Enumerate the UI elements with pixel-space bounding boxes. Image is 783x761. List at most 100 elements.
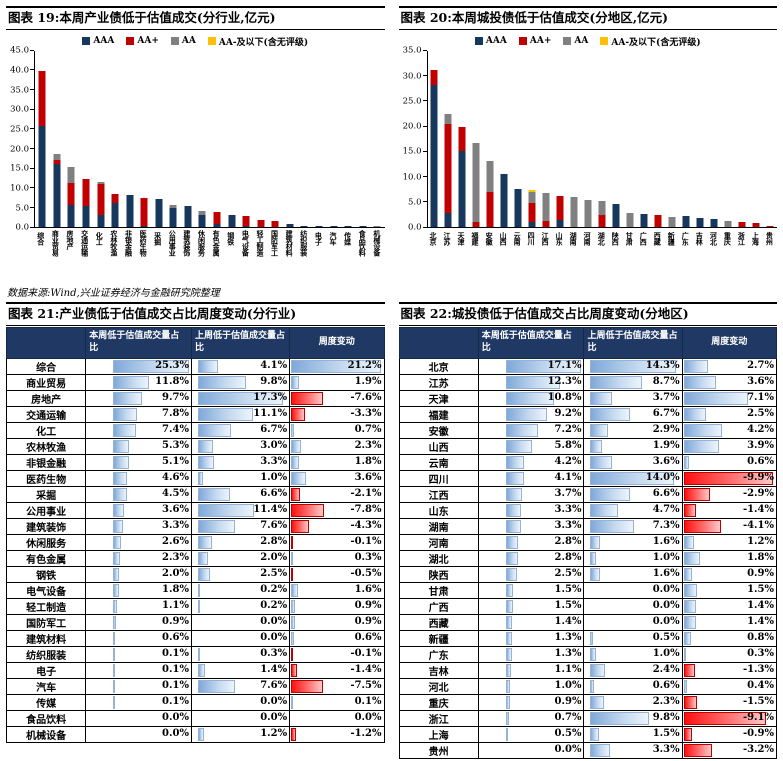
- value-cell: 1.9%: [583, 437, 683, 455]
- stacked-bar: [184, 206, 192, 227]
- bar-slot: [283, 51, 298, 227]
- value-cell: 0.0%: [190, 613, 291, 631]
- header-cell: 上周低于估值成交量占比: [190, 326, 291, 359]
- data-bar: [683, 711, 766, 725]
- x-axis-label: 食品饮料: [355, 230, 370, 280]
- value-text: 1.0%: [260, 472, 288, 483]
- value-text: 0.9%: [354, 600, 382, 611]
- legend-swatch-aaa: [82, 37, 91, 46]
- data-bar: [683, 439, 719, 453]
- legend-item: AA+: [126, 36, 159, 46]
- bar-segment: [682, 216, 690, 227]
- stacked-bar: [472, 143, 480, 227]
- bar-slot: [50, 51, 65, 227]
- bar-slot: [122, 51, 137, 227]
- data-bar: [291, 471, 307, 485]
- data-bar: [291, 439, 301, 453]
- value-cell: 4.7%: [583, 501, 683, 519]
- value-cell: -1.2%: [289, 725, 385, 743]
- x-axis-label: 建筑装饰: [180, 230, 195, 280]
- data-bar: [505, 631, 512, 645]
- value-cell: 2.3%: [289, 437, 385, 455]
- bar-slot: [268, 51, 283, 227]
- value-text: 3.3%: [652, 744, 680, 755]
- x-axis-label: 山东: [553, 230, 567, 280]
- data-bar: [505, 711, 510, 725]
- legend-label: AA-及以下(含无评级): [218, 37, 309, 48]
- value-text: 1.2%: [747, 536, 774, 547]
- value-cell: 0.6%: [289, 629, 385, 647]
- legend-swatch-aa: [207, 37, 216, 46]
- legend-label: AA+: [529, 36, 552, 47]
- value-cell: -0.9%: [681, 725, 778, 743]
- data-bar: [505, 599, 513, 613]
- value-text: 0.4%: [747, 680, 774, 691]
- value-text: 0.0%: [162, 712, 189, 723]
- header-cell: 本周低于估值成交量占比: [477, 326, 585, 359]
- bar-segment: [53, 163, 61, 227]
- bar-slot: [108, 51, 123, 227]
- data-bar: [291, 599, 295, 613]
- x-axis-label-text: 安徽: [485, 231, 495, 245]
- table-row: 山西 5.8% 1.9% 3.9%: [398, 437, 778, 455]
- bar-slot: [693, 51, 707, 227]
- value-text: 1.5%: [652, 728, 680, 739]
- legend-label: AA-及以下(含无评级): [611, 37, 701, 48]
- value-text: 6.6%: [260, 488, 288, 499]
- data-bar: [590, 359, 676, 373]
- x-axis-label-text: 湖北: [597, 231, 607, 245]
- value-cell: 6.6%: [583, 485, 683, 503]
- bar-slot: [239, 51, 254, 227]
- value-cell: 1.8%: [85, 581, 192, 599]
- data-bar: [505, 567, 517, 581]
- value-text: -4.1%: [742, 520, 774, 531]
- value-cell: 2.0%: [190, 549, 291, 567]
- stacked-bar: [300, 225, 308, 227]
- value-text: 6.7%: [260, 424, 288, 435]
- bar-segment: [570, 197, 578, 227]
- data-bar: [113, 487, 127, 501]
- x-axis-label: 湖北: [595, 230, 609, 280]
- data-bar: [590, 535, 600, 549]
- table-row: 采掘 4.5% 6.6% -2.1%: [5, 485, 385, 503]
- x-axis-label: 上海: [749, 230, 763, 280]
- category-cell: 云南: [398, 453, 479, 471]
- table-row: 轻工制造 1.1% 0.2% 0.9%: [5, 597, 385, 615]
- data-bar: [197, 551, 208, 565]
- value-text: 1.5%: [747, 584, 774, 595]
- data-bar: [590, 567, 600, 581]
- value-text: 4.1%: [554, 472, 582, 483]
- value-cell: 12.3%: [477, 373, 585, 391]
- data-bar: [197, 679, 236, 693]
- value-cell: 0.1%: [85, 677, 192, 695]
- data-bar: [197, 727, 204, 741]
- value-cell: -3.3%: [289, 405, 385, 423]
- bar-segment: [738, 221, 746, 227]
- data-bar: [291, 583, 298, 597]
- value-text: 2.8%: [554, 536, 582, 547]
- data-bar: [505, 487, 523, 501]
- x-axis-label-text: 建筑装饰: [182, 229, 192, 256]
- data-bar: [505, 359, 582, 373]
- value-cell: 17.3%: [190, 389, 291, 407]
- value-text: 7.3%: [652, 520, 680, 531]
- value-text: 0.6%: [652, 680, 680, 691]
- y-axis: 0.0 5.0 10.0 15.0 20.0 25.0 30.0 35.0 40.0 45.0: [6, 46, 34, 232]
- data-bar: [683, 535, 695, 549]
- data-bar: [291, 423, 294, 437]
- x-axis-label: 陕西: [609, 230, 623, 280]
- data-bar: [291, 679, 323, 693]
- table-row: 国防军工 0.9% 0.0% 0.9%: [5, 613, 385, 631]
- value-text: -0.9%: [742, 728, 774, 739]
- value-text: 4.7%: [652, 504, 680, 515]
- category-cell: 陕西: [398, 565, 479, 583]
- value-text: 1.9%: [652, 440, 680, 451]
- category-cell: 综合: [5, 357, 87, 375]
- value-text: -3.2%: [742, 744, 774, 755]
- value-cell: 6.7%: [190, 421, 291, 439]
- bar-segment: [626, 213, 634, 227]
- value-cell: 1.0%: [583, 549, 683, 567]
- value-text: 1.1%: [554, 664, 582, 675]
- x-axis-label: 电气设备: [239, 230, 254, 280]
- value-cell: 1.5%: [477, 581, 585, 599]
